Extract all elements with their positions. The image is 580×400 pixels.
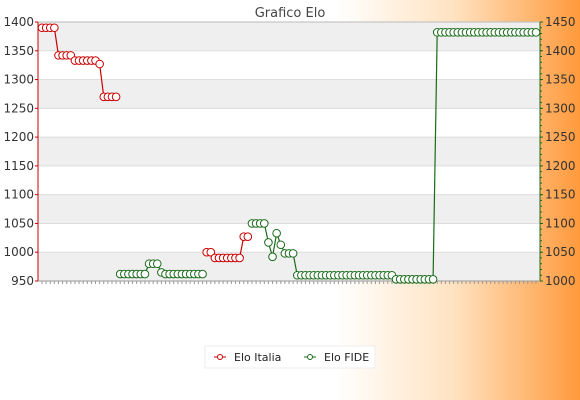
data-point-elo-italia (111, 92, 121, 102)
right-tick-label: 1350 (545, 73, 576, 87)
left-tick-label: 1000 (3, 245, 34, 259)
legend-marker-elo-fide (307, 354, 313, 360)
x-axis (38, 280, 540, 284)
data-point-elo-fide (198, 269, 207, 279)
data-point-elo-italia (206, 247, 216, 257)
data-point-elo-fide (276, 240, 286, 250)
background-bands (38, 22, 540, 281)
data-point-elo-fide (272, 228, 281, 238)
right-tick-label: 1200 (545, 159, 576, 173)
series-elo-italia (37, 23, 253, 263)
series-layer (37, 23, 541, 284)
data-point-elo-fide (152, 259, 162, 269)
left-tick-label: 1400 (3, 15, 34, 29)
grid-band (38, 79, 540, 109)
right-tick-label: 1400 (545, 44, 576, 58)
data-point-elo-fide (268, 252, 277, 262)
left-tick-label: 1200 (3, 130, 34, 144)
right-tick-label: 1050 (545, 245, 576, 259)
left-tick-label: 1350 (3, 44, 34, 58)
legend: Elo Italia Elo FIDE (204, 345, 376, 369)
data-point-elo-italia (50, 23, 59, 33)
data-point-elo-fide (288, 249, 298, 258)
data-point-elo-fide (428, 274, 438, 284)
right-tick-label: 1100 (545, 216, 576, 230)
left-axis: 950 1000 1050 1100 1150 1200 1250 1300 1350 1400 (3, 15, 39, 288)
data-point-elo-italia (243, 232, 253, 241)
right-tick-label: 1150 (545, 188, 576, 202)
right-tick-label: 1450 (545, 15, 576, 29)
data-point-elo-fide (264, 238, 273, 247)
data-point-elo-fide (531, 28, 541, 37)
legend-label-elo-italia: Elo Italia (234, 351, 281, 364)
left-tick-label: 1050 (3, 216, 34, 230)
legend-label-elo-fide: Elo FIDE (324, 351, 369, 364)
legend-box (204, 345, 376, 369)
left-tick-label: 1100 (3, 188, 34, 202)
chart-title: Grafico Elo (255, 6, 326, 21)
right-tick-label: 1300 (545, 101, 576, 115)
series-elo-fide (115, 28, 541, 284)
left-tick-label: 1150 (3, 159, 34, 173)
data-point-elo-italia (235, 253, 244, 263)
data-point-elo-fide (140, 269, 150, 279)
left-tick-label: 1250 (3, 101, 34, 115)
left-tick-label: 950 (11, 274, 34, 288)
grid-band (38, 194, 540, 224)
legend-marker-elo-italia (217, 354, 223, 360)
grid-band (38, 137, 540, 166)
data-point-elo-italia (95, 59, 104, 69)
left-tick-label: 1300 (3, 73, 34, 87)
data-point-elo-fide (260, 219, 269, 228)
right-tick-label: 1250 (545, 130, 576, 144)
right-tick-label: 1000 (545, 274, 576, 288)
right-axis: 1000 1050 1100 1150 1200 1250 1300 1350 1400 1450 (539, 15, 576, 288)
